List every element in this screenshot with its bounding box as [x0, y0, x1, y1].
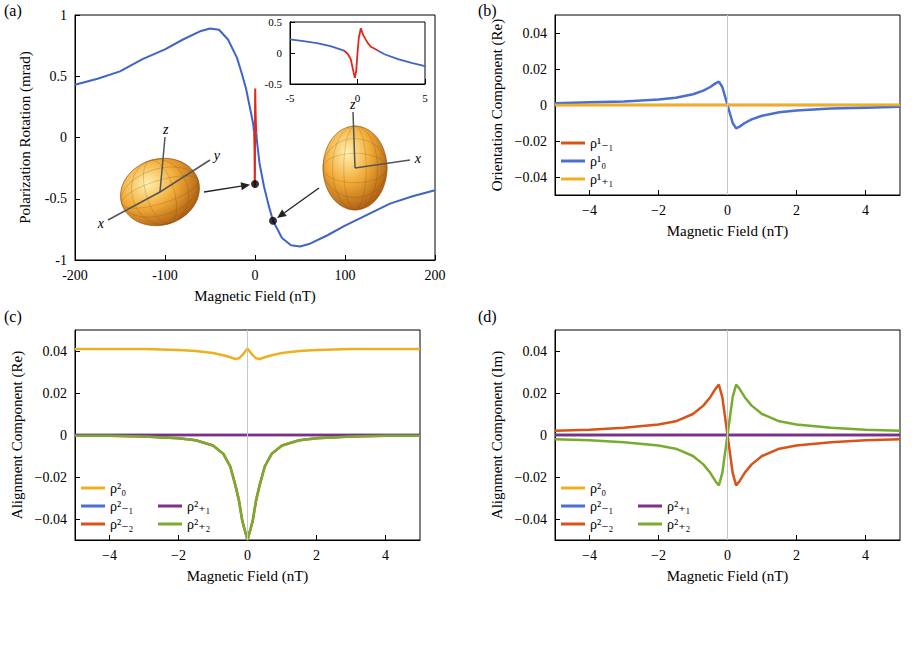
svg-text:Alignment Component (Im): Alignment Component (Im): [489, 351, 506, 519]
svg-text:z: z: [349, 97, 356, 112]
svg-text:−0.02: −0.02: [515, 470, 547, 485]
svg-text:−4: −4: [102, 548, 117, 563]
svg-text:0: 0: [277, 47, 283, 59]
svg-text:0.5: 0.5: [50, 69, 68, 84]
svg-text:-100: -100: [152, 268, 178, 283]
svg-text:200: 200: [425, 268, 446, 283]
svg-text:ρ²₋₂: ρ²₋₂: [110, 517, 134, 532]
svg-text:−4: −4: [582, 548, 597, 563]
svg-text:0: 0: [540, 428, 547, 443]
svg-text:(a): (a): [4, 2, 22, 20]
svg-text:(d): (d): [478, 308, 497, 326]
svg-text:Magnetic Field (nT): Magnetic Field (nT): [187, 568, 309, 585]
svg-text:0: 0: [244, 548, 251, 563]
svg-text:ρ¹₋₁: ρ¹₋₁: [590, 136, 613, 151]
svg-text:y: y: [212, 148, 221, 163]
svg-text:0.02: 0.02: [523, 386, 548, 401]
svg-text:−0.02: −0.02: [515, 134, 547, 149]
svg-text:2: 2: [793, 548, 800, 563]
svg-text:0.5: 0.5: [268, 16, 282, 28]
svg-text:−0.04: −0.04: [515, 170, 547, 185]
svg-text:−4: −4: [582, 203, 597, 218]
svg-text:4: 4: [862, 548, 869, 563]
svg-text:ρ²₋₂: ρ²₋₂: [590, 517, 614, 532]
svg-text:Magnetic Field (nT): Magnetic Field (nT): [667, 568, 789, 585]
svg-text:100: 100: [335, 268, 356, 283]
svg-text:0: 0: [355, 92, 361, 104]
svg-text:0: 0: [724, 203, 731, 218]
svg-text:1: 1: [60, 8, 67, 23]
svg-text:z: z: [162, 122, 169, 137]
svg-text:0: 0: [60, 130, 67, 145]
svg-text:4: 4: [862, 203, 869, 218]
svg-text:−2: −2: [651, 203, 666, 218]
svg-text:−0.04: −0.04: [35, 512, 67, 527]
svg-text:0: 0: [540, 98, 547, 113]
svg-text:-0.5: -0.5: [45, 191, 67, 206]
svg-text:0.02: 0.02: [523, 62, 548, 77]
svg-text:x: x: [97, 216, 105, 231]
svg-text:Magnetic Field (nT): Magnetic Field (nT): [667, 223, 789, 240]
svg-text:5: 5: [422, 92, 428, 104]
svg-text:0: 0: [252, 268, 259, 283]
svg-text:ρ²₋₁: ρ²₋₁: [110, 499, 133, 514]
svg-text:0.04: 0.04: [43, 344, 68, 359]
svg-text:ρ²₋₁: ρ²₋₁: [590, 499, 613, 514]
svg-text:ρ²₊₁: ρ²₊₁: [667, 499, 690, 514]
svg-text:0.04: 0.04: [523, 26, 548, 41]
svg-text:−2: −2: [171, 548, 186, 563]
svg-text:-0.5: -0.5: [265, 78, 283, 90]
svg-text:x: x: [414, 151, 422, 166]
svg-text:−0.04: −0.04: [515, 512, 547, 527]
svg-text:0: 0: [724, 548, 731, 563]
svg-text:ρ²₀: ρ²₀: [590, 481, 606, 496]
svg-text:−0.02: −0.02: [35, 470, 67, 485]
svg-text:0: 0: [60, 428, 67, 443]
svg-text:0.04: 0.04: [523, 344, 548, 359]
svg-text:ρ²₊₂: ρ²₊₂: [667, 517, 691, 532]
svg-text:4: 4: [382, 548, 389, 563]
svg-text:-200: -200: [62, 268, 88, 283]
svg-text:−2: −2: [651, 548, 666, 563]
svg-text:ρ²₊₁: ρ²₊₁: [187, 499, 210, 514]
svg-text:Polarization Rotation (mrad): Polarization Rotation (mrad): [17, 51, 34, 223]
svg-text:(c): (c): [4, 308, 22, 326]
svg-text:2: 2: [313, 548, 320, 563]
svg-text:-1: -1: [55, 253, 67, 268]
svg-text:Orientation Component (Re): Orientation Component (Re): [489, 19, 506, 191]
svg-text:2: 2: [793, 203, 800, 218]
svg-text:ρ²₊₂: ρ²₊₂: [187, 517, 211, 532]
svg-text:(b): (b): [478, 2, 497, 20]
svg-text:Magnetic Field (nT): Magnetic Field (nT): [194, 288, 316, 305]
svg-text:ρ²₀: ρ²₀: [110, 481, 126, 496]
svg-text:ρ¹₊₁: ρ¹₊₁: [590, 172, 613, 187]
svg-text:0.02: 0.02: [43, 386, 68, 401]
svg-text:Alignment Component (Re): Alignment Component (Re): [9, 351, 26, 519]
svg-text:ρ¹₀: ρ¹₀: [590, 154, 606, 169]
svg-text:-5: -5: [285, 92, 295, 104]
